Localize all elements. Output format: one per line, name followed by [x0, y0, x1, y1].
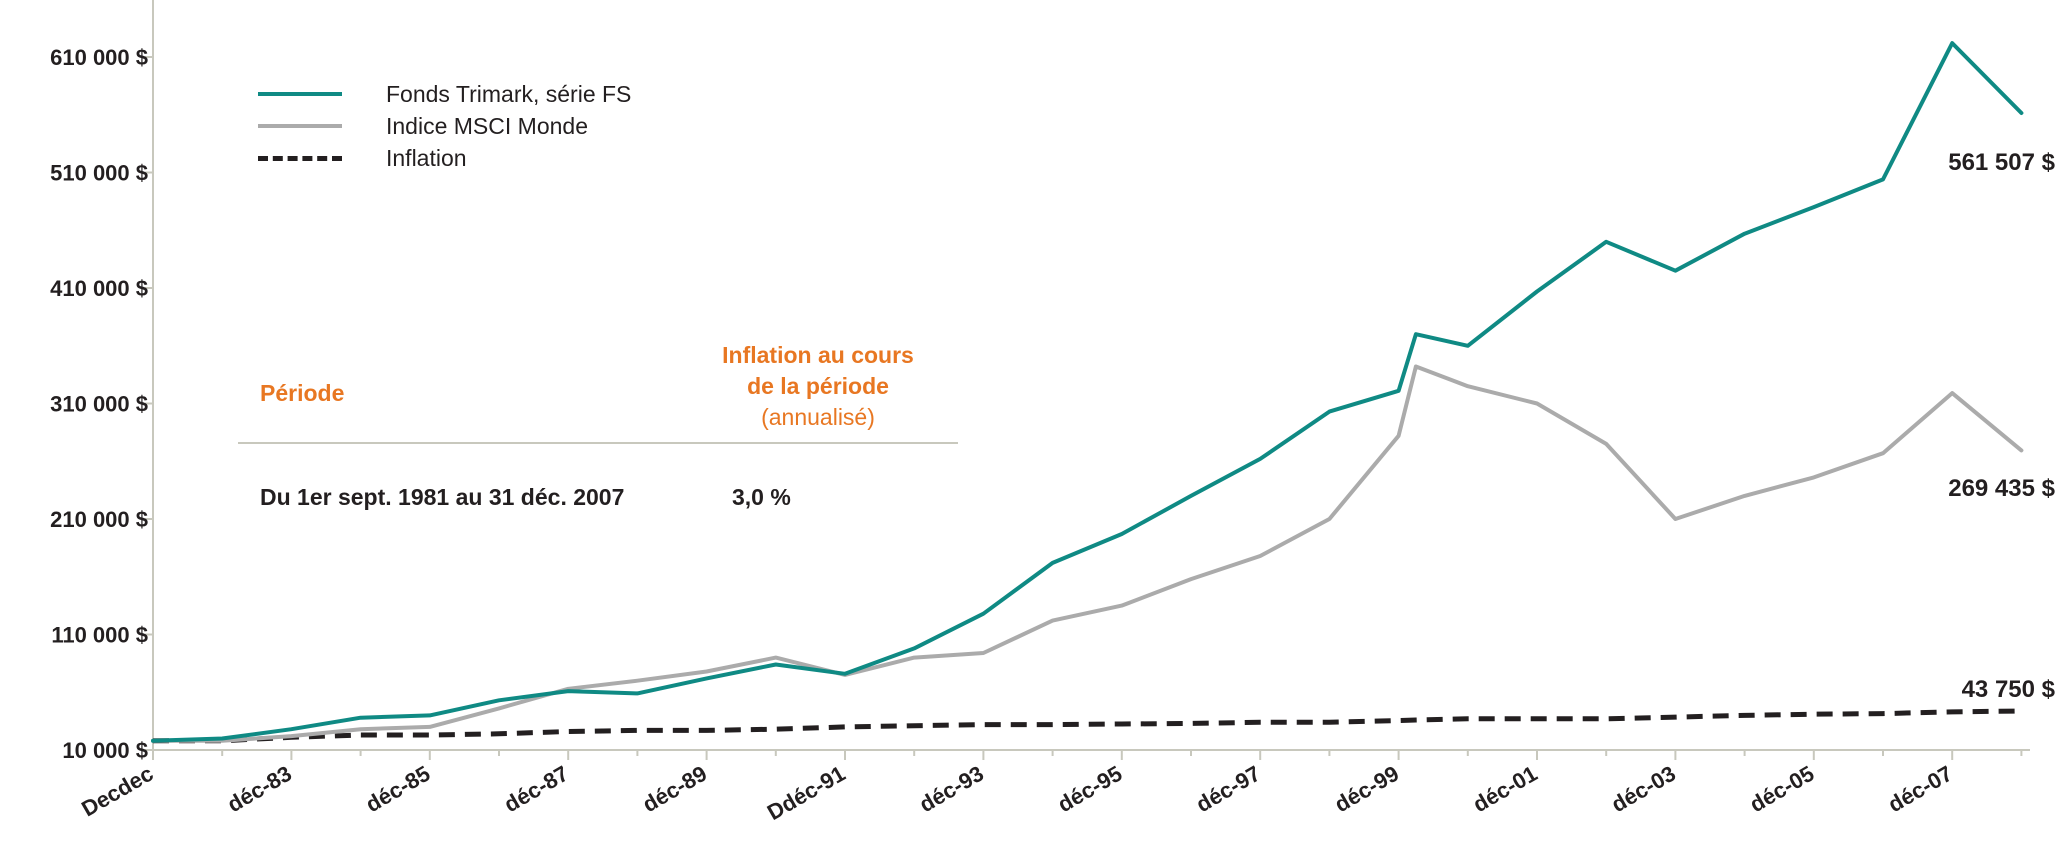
- x-tick-label: déc-87: [500, 761, 573, 818]
- legend-label-trimark: Fonds Trimark, série FS: [386, 80, 632, 107]
- inflation-value: 3,0 %: [732, 484, 791, 510]
- period-header: Période: [260, 380, 345, 406]
- inflation-header-line2: de la période: [747, 373, 889, 399]
- end-label-trimark: 561 507 $: [1948, 149, 2055, 176]
- y-tick-label: 610 000 $: [50, 45, 148, 70]
- x-tick-label: déc-03: [1607, 761, 1680, 818]
- legend-label-inflation: Inflation: [386, 144, 467, 171]
- x-tick-label: déc-01: [1469, 761, 1542, 818]
- period-value: Du 1er sept. 1981 au 31 déc. 2007: [260, 484, 625, 510]
- legend-item-msci: Indice MSCI Monde: [258, 110, 631, 142]
- y-tick-label: 310 000 $: [50, 392, 148, 417]
- y-tick-label: 510 000 $: [50, 161, 148, 186]
- y-tick-label: 110 000 $: [51, 623, 148, 648]
- end-label-inflation: 43 750 $: [1962, 676, 2056, 703]
- y-tick-label: 210 000 $: [50, 507, 148, 532]
- legend-swatch-msci: [258, 124, 342, 128]
- x-tick-label: déc-07: [1884, 761, 1957, 818]
- legend-item-inflation: Inflation: [258, 142, 631, 174]
- series-msci-line: [151, 364, 2024, 743]
- x-tick-label: déc-85: [361, 761, 434, 818]
- end-label-msci: 269 435 $: [1948, 475, 2055, 502]
- y-tick-label: 10 000 $: [62, 738, 148, 763]
- series-inflation-line: [153, 708, 2022, 744]
- legend-label-msci: Indice MSCI Monde: [386, 112, 588, 139]
- x-tick-label: déc-97: [1192, 761, 1265, 818]
- y-tick-label: 410 000 $: [50, 276, 148, 301]
- legend-swatch-trimark: [258, 92, 342, 96]
- y-axis: 10 000 $ 110 000 $ 210 000 $ 310 000 $ 410 0…: [50, 0, 154, 763]
- x-tick-label: Decdec: [77, 761, 157, 822]
- series-layer: [151, 41, 2024, 744]
- x-tick-label: déc-95: [1053, 761, 1126, 818]
- inflation-header-sub: (annualisé): [761, 404, 875, 430]
- legend-swatch-inflation: [258, 155, 342, 161]
- x-tick-label: déc-93: [915, 761, 988, 818]
- inflation-header: Inflation au cours de la période (annual…: [638, 340, 998, 433]
- x-axis: Decdec déc-83 déc-85 déc-87 déc-89 Ddéc-91 déc…: [77, 749, 2030, 825]
- inflation-header-line1: Inflation au cours: [722, 342, 914, 368]
- x-tick-label: déc-99: [1330, 761, 1403, 818]
- legend: Fonds Trimark, série FS Indice MSCI Mond…: [258, 78, 631, 174]
- x-tick-label: déc-89: [638, 761, 711, 818]
- end-labels: 561 507 $ 269 435 $ 43 750 $: [1948, 149, 2055, 703]
- info-divider: [238, 442, 958, 444]
- x-tick-label: Ddéc-91: [763, 761, 850, 825]
- legend-item-trimark: Fonds Trimark, série FS: [258, 78, 631, 110]
- series-trimark-line: [151, 41, 2024, 743]
- x-tick-label: déc-05: [1745, 761, 1818, 818]
- x-tick-label: déc-83: [223, 761, 296, 818]
